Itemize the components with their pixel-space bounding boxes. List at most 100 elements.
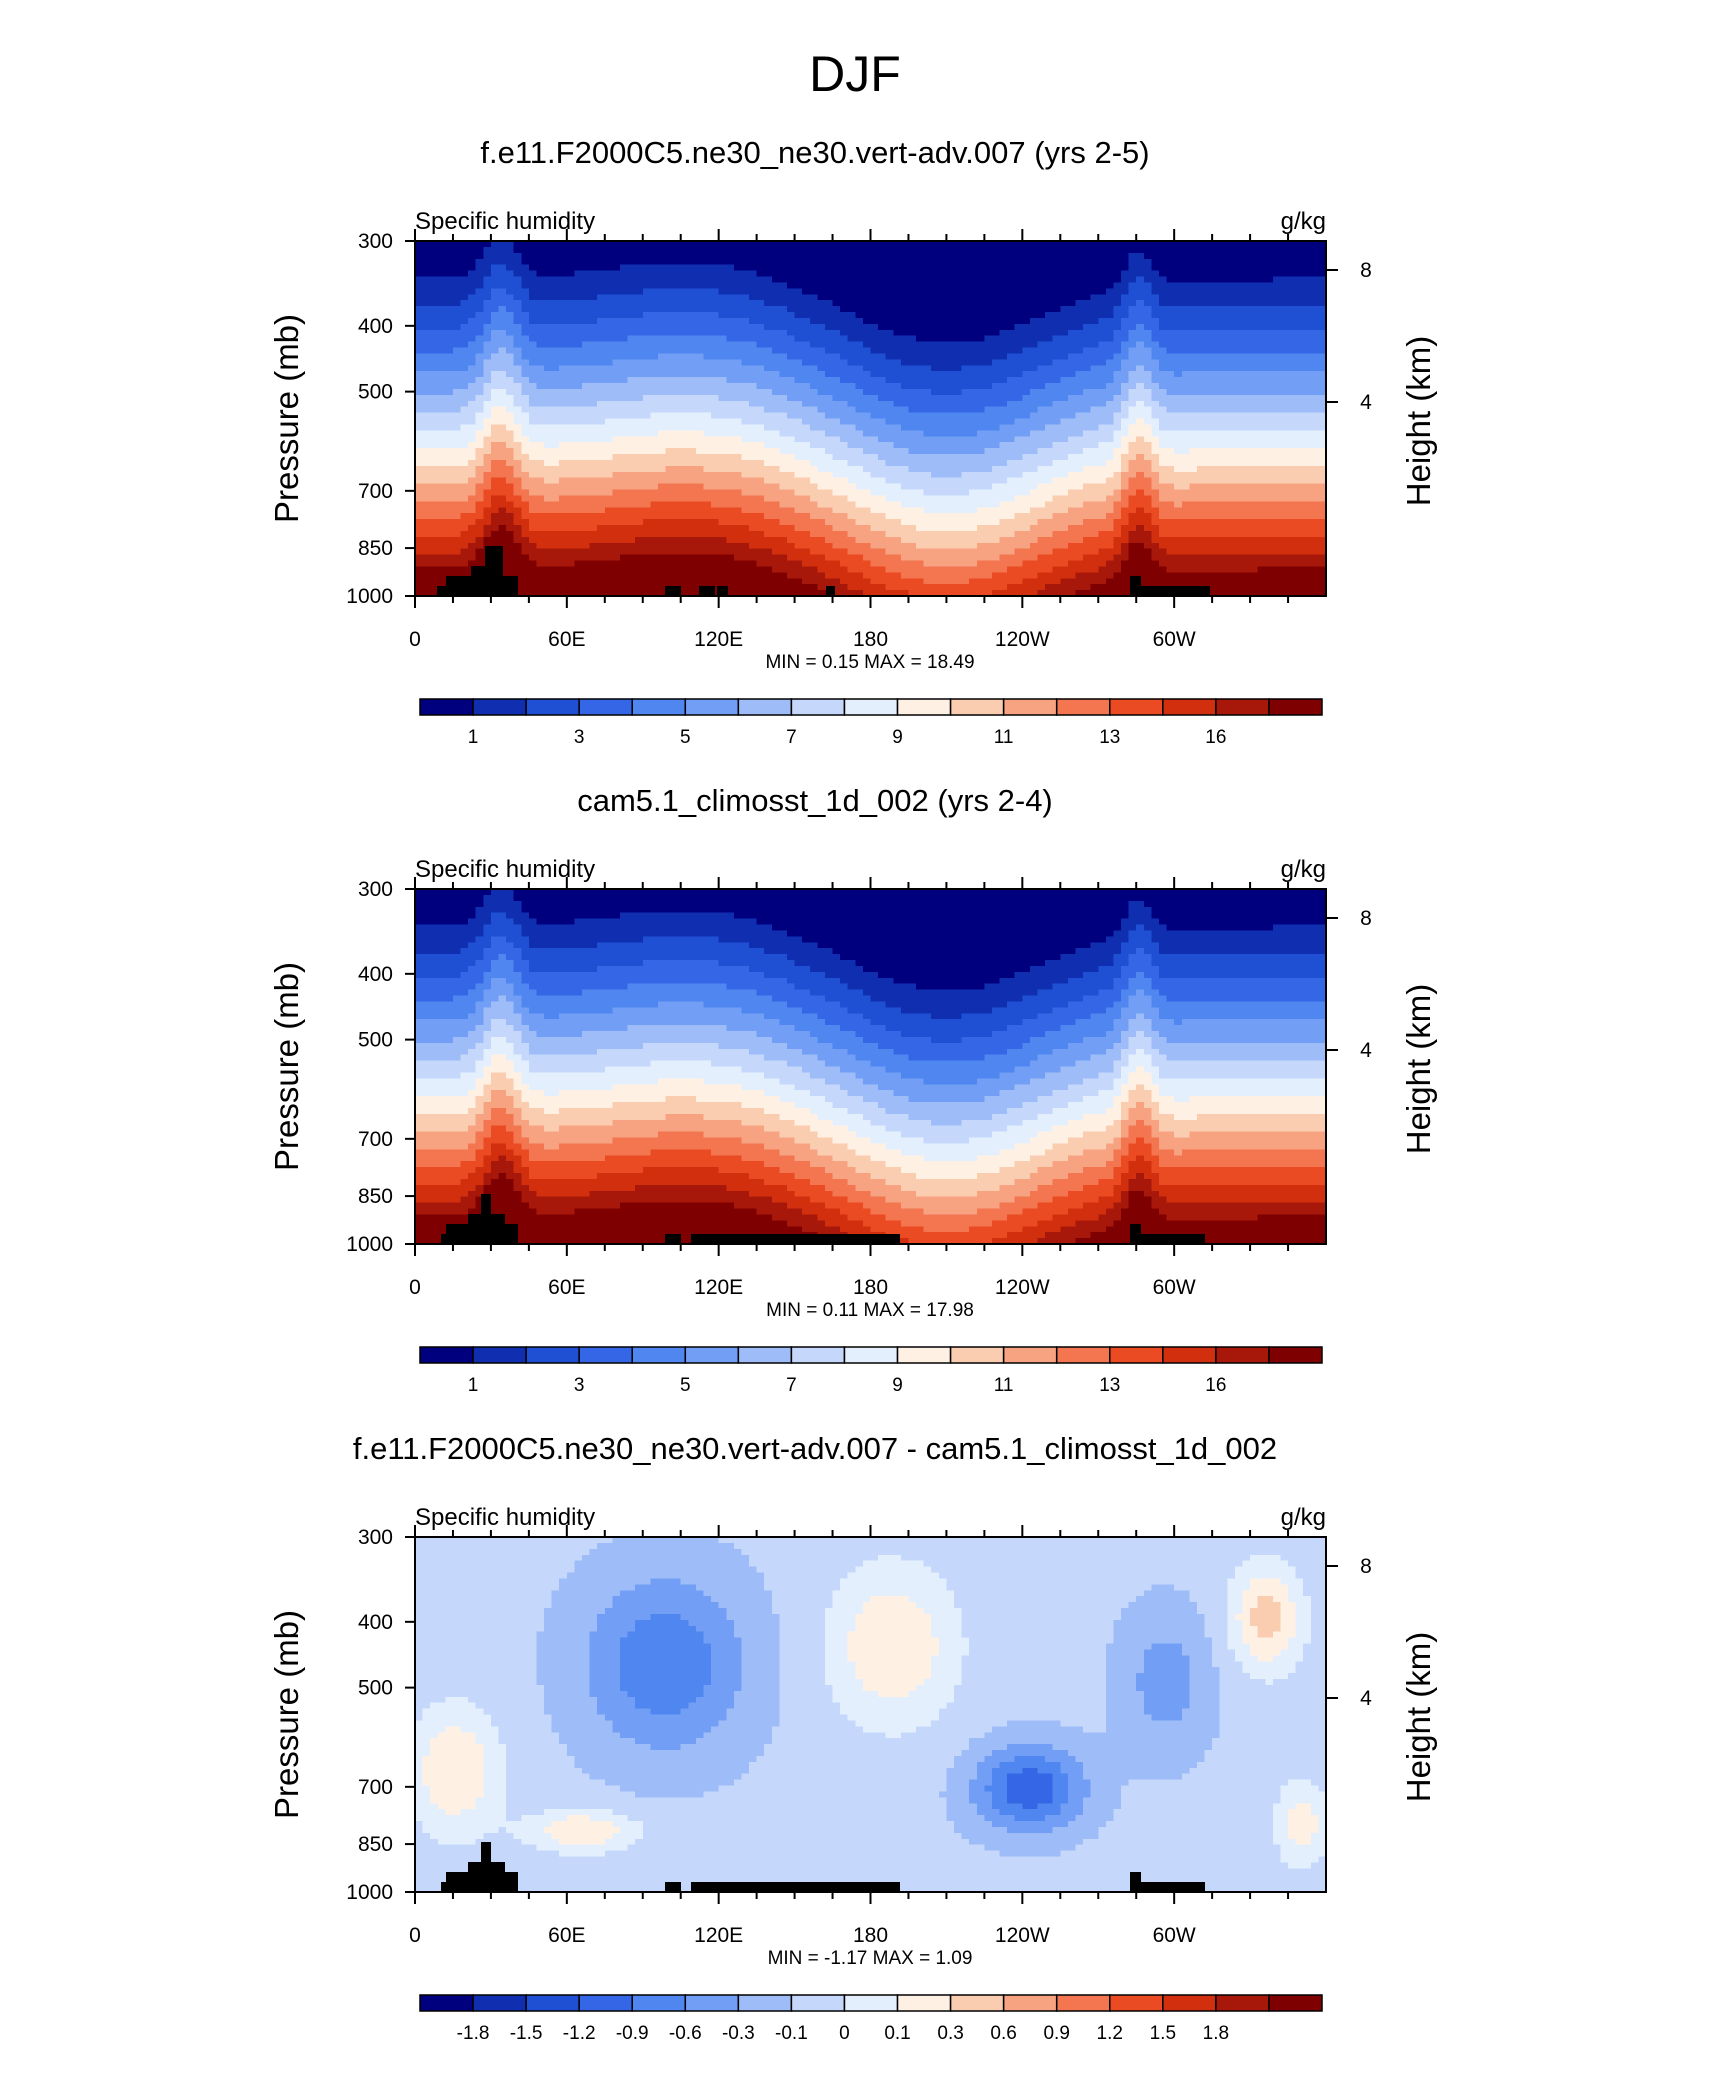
colorbar-swatch <box>526 699 579 715</box>
colorbar-label: 1 <box>468 727 479 748</box>
colorbar-swatch <box>632 699 685 715</box>
x-tick-label: 180 <box>853 1276 888 1299</box>
panel-title: cam5.1_climosst_1d_002 (yrs 2-4) <box>577 783 1053 818</box>
chart-panel-3: f.e11.F2000C5.ne30_ne30.vert-adv.007 - c… <box>268 1431 1437 2044</box>
x-tick-label: 60E <box>548 1924 585 1947</box>
y-axis-label: Pressure (mb) <box>268 1610 305 1819</box>
colorbar-swatch <box>844 1995 897 2011</box>
colorbar-swatch <box>1269 1995 1322 2011</box>
colorbar: 1 3 5 7 9 11 13 16 <box>420 699 1322 748</box>
colorbar-swatch <box>685 699 738 715</box>
colorbar-swatch <box>1269 699 1322 715</box>
units-label: g/kg <box>1281 856 1326 883</box>
y-tick-label: 1000 <box>346 1233 393 1256</box>
x-tick-label: 0 <box>409 628 421 651</box>
colorbar-swatch <box>632 1347 685 1363</box>
colorbar-swatch <box>898 1347 951 1363</box>
y2-tick-label: 4 <box>1360 391 1372 414</box>
colorbar-swatch <box>791 1347 844 1363</box>
x-tick-label: 0 <box>409 1276 421 1299</box>
y2-tick-label: 4 <box>1360 1039 1372 1062</box>
units-label: g/kg <box>1281 1504 1326 1531</box>
colorbar-swatch <box>420 1995 473 2011</box>
y-tick-label: 500 <box>358 1029 393 1052</box>
contour-field <box>415 1537 1327 1893</box>
colorbar-swatch <box>1216 1347 1269 1363</box>
colorbar-swatch <box>791 1995 844 2011</box>
colorbar-label: 5 <box>680 727 691 748</box>
colorbar-swatch <box>579 1347 632 1363</box>
colorbar-label: 5 <box>680 1375 691 1396</box>
x-tick-label: 60W <box>1153 1276 1196 1299</box>
colorbar-swatch <box>844 1347 897 1363</box>
min-max-label: MIN = -1.17 MAX = 1.09 <box>768 1948 973 1969</box>
colorbar-swatch <box>844 699 897 715</box>
y-tick-label: 400 <box>358 315 393 338</box>
colorbar-label: 7 <box>786 727 797 748</box>
y-tick-label: 300 <box>358 1526 393 1549</box>
x-tick-label: 120W <box>995 628 1050 651</box>
x-tick-label: 60W <box>1153 628 1196 651</box>
colorbar-label: 3 <box>574 1375 585 1396</box>
colorbar-label: -1.8 <box>457 2023 490 2044</box>
colorbar-swatch <box>1057 1995 1110 2011</box>
colorbar-swatch <box>685 1347 738 1363</box>
colorbar-label: 1.2 <box>1097 2023 1123 2044</box>
colorbar-label: 13 <box>1099 727 1120 748</box>
colorbar-label: 16 <box>1205 727 1226 748</box>
colorbar-label: 0.3 <box>937 2023 963 2044</box>
colorbar-label: 13 <box>1099 1375 1120 1396</box>
colorbar-swatch <box>1269 1347 1322 1363</box>
y2-tick-label: 8 <box>1360 1555 1372 1578</box>
colorbar-swatch <box>473 1995 526 2011</box>
y-tick-label: 700 <box>358 1128 393 1151</box>
panel-title: f.e11.F2000C5.ne30_ne30.vert-adv.007 (yr… <box>480 135 1149 170</box>
variable-label: Specific humidity <box>415 1504 595 1531</box>
y-tick-label: 850 <box>358 1185 393 1208</box>
colorbar-swatch <box>1163 1995 1216 2011</box>
colorbar-swatch <box>1110 699 1163 715</box>
colorbar-swatch <box>1163 699 1216 715</box>
y-tick-label: 700 <box>358 480 393 503</box>
colorbar-label: 0.1 <box>884 2023 910 2044</box>
colorbar-label: 1.8 <box>1203 2023 1229 2044</box>
colorbar-label: -1.5 <box>510 2023 543 2044</box>
y-tick-label: 400 <box>358 963 393 986</box>
colorbar-label: 11 <box>994 727 1014 748</box>
y2-tick-label: 4 <box>1360 1687 1372 1710</box>
panel-title: f.e11.F2000C5.ne30_ne30.vert-adv.007 - c… <box>353 1431 1277 1466</box>
y-tick-label: 300 <box>358 878 393 901</box>
colorbar-swatch <box>1057 1347 1110 1363</box>
colorbar-swatch <box>951 1347 1004 1363</box>
y2-tick-label: 8 <box>1360 259 1372 282</box>
colorbar-swatch <box>1004 1347 1057 1363</box>
colorbar-label: 9 <box>892 1375 903 1396</box>
x-tick-label: 120E <box>694 628 743 651</box>
x-tick-label: 60E <box>548 628 585 651</box>
y2-tick-label: 8 <box>1360 907 1372 930</box>
colorbar-swatch <box>473 1347 526 1363</box>
colorbar-swatch <box>420 1347 473 1363</box>
y-tick-label: 500 <box>358 1677 393 1700</box>
x-tick-label: 120W <box>995 1276 1050 1299</box>
colorbar-swatch <box>1057 699 1110 715</box>
x-tick-label: 60W <box>1153 1924 1196 1947</box>
y-axis-label: Pressure (mb) <box>268 962 305 1171</box>
colorbar-swatch <box>951 699 1004 715</box>
y-tick-label: 850 <box>358 1833 393 1856</box>
variable-label: Specific humidity <box>415 856 595 883</box>
x-tick-label: 120W <box>995 1924 1050 1947</box>
colorbar-label: -0.1 <box>775 2023 808 2044</box>
y-tick-label: 500 <box>358 381 393 404</box>
x-tick-label: 120E <box>694 1276 743 1299</box>
colorbar-label: -1.2 <box>563 2023 596 2044</box>
colorbar-swatch <box>1004 1995 1057 2011</box>
y-tick-label: 300 <box>358 230 393 253</box>
colorbar-label: 9 <box>892 727 903 748</box>
colorbar-label: 16 <box>1205 1375 1226 1396</box>
y-tick-label: 1000 <box>346 1881 393 1904</box>
colorbar-label: 0 <box>839 2023 850 2044</box>
y2-axis-label: Height (km) <box>1400 984 1437 1155</box>
colorbar-label: 1 <box>468 1375 479 1396</box>
